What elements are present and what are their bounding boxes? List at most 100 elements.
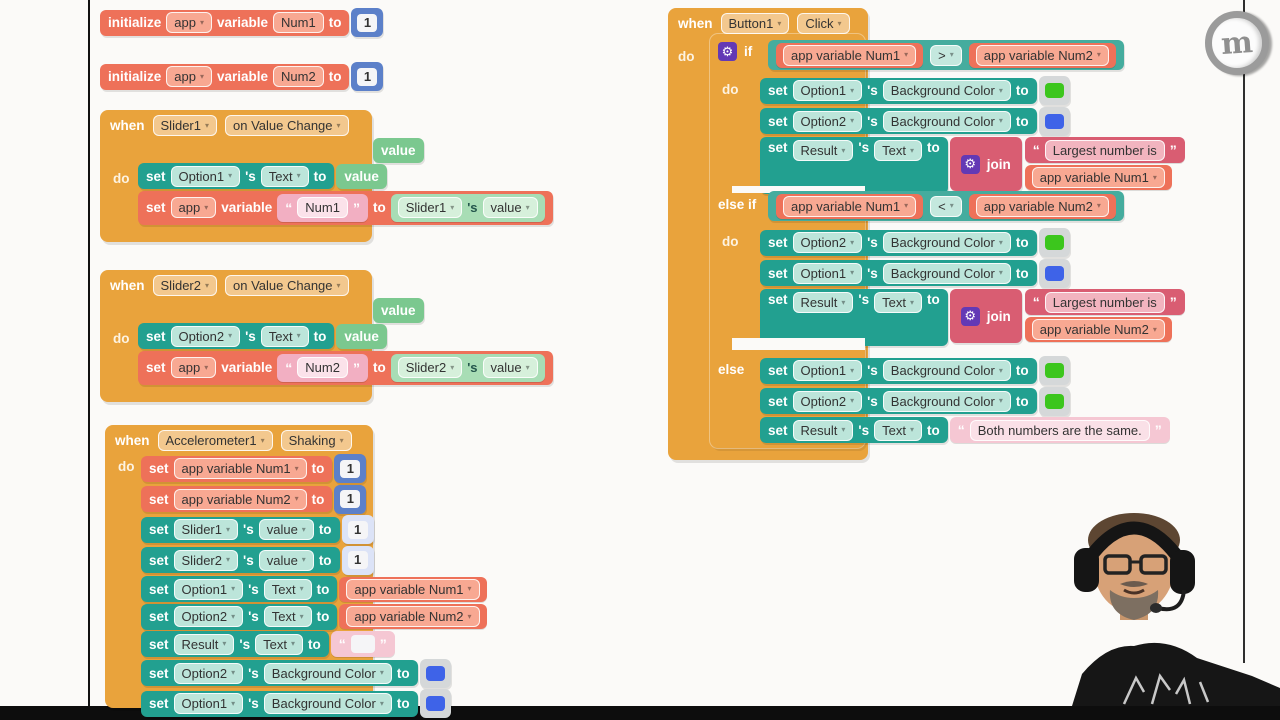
variable-getter-block[interactable]: app variable Num2 ▾ [968, 193, 1116, 219]
set-property-row[interactable]: set Option2 ▾ 's Background Color ▾ to [760, 386, 1070, 416]
color-block[interactable] [419, 658, 451, 688]
string-field[interactable] [350, 635, 375, 653]
join-block[interactable]: ⚙ join [949, 289, 1022, 343]
component-dropdown[interactable]: Slider1 ▾ [173, 519, 238, 540]
component-dropdown[interactable]: Slider1 ▾ [397, 197, 463, 218]
property-dropdown[interactable]: value ▾ [482, 197, 538, 218]
color-swatch[interactable] [425, 665, 445, 681]
mutator-gear-icon[interactable]: ⚙ [960, 306, 980, 326]
when-slider1-block[interactable]: when Slider1 ▾ on Value Change ▾ value do … [100, 110, 553, 242]
component-dropdown[interactable]: Result ▾ [792, 292, 854, 313]
value-parameter-block[interactable]: value [373, 138, 424, 163]
initialize-variable-num1-block[interactable]: initialize app ▾ variable Num1 to 1 [100, 8, 384, 37]
component-dropdown[interactable]: Option1 ▾ [792, 262, 863, 284]
number-value[interactable]: 1 [347, 551, 368, 569]
initialize-variable-num2-block[interactable]: initialize app ▾ variable Num2 to 1 [100, 62, 384, 91]
color-block[interactable] [1038, 228, 1070, 257]
set-text-row[interactable]: set Option2 ▾ 's Text ▾ to value [138, 323, 387, 349]
string-field[interactable]: Largest number is [1044, 291, 1165, 313]
component-dropdown[interactable]: Option2 ▾ [792, 232, 863, 253]
when-accelerometer-block[interactable]: when Accelerometer1 ▾ Shaking ▾ do set app… [105, 425, 487, 718]
variable-dropdown[interactable]: app variable Num1 ▾ [1031, 167, 1165, 188]
variable-dropdown[interactable]: app variable Num1 ▾ [783, 195, 917, 217]
color-swatch[interactable] [1044, 235, 1064, 250]
property-dropdown[interactable]: Background Color ▾ [263, 693, 392, 714]
value-parameter-block[interactable]: value [336, 163, 387, 189]
set-property-row[interactable]: set Slider2 ▾ 's value ▾ to 1 [141, 545, 374, 575]
set-property-row[interactable]: set Slider1 ▾ 's value ▾ to 1 [141, 515, 374, 544]
property-dropdown[interactable]: Background Color ▾ [882, 80, 1011, 101]
component-dropdown[interactable]: Option2 ▾ [173, 606, 244, 627]
set-property-row[interactable]: set Option1 ▾ 's Background Color ▾ to [141, 689, 451, 718]
property-dropdown[interactable]: Text ▾ [255, 633, 303, 655]
variable-dropdown[interactable]: app variable Num2 ▾ [975, 44, 1109, 66]
scope-dropdown[interactable]: app ▾ [170, 357, 217, 378]
number-block[interactable]: 1 [334, 484, 367, 514]
set-variable-row[interactable]: set app variable Num1 ▾ to 1 [141, 454, 367, 483]
mutator-gear-icon[interactable]: ⚙ [960, 154, 980, 174]
variable-name-field[interactable]: Num2 [297, 357, 348, 378]
event-dropdown[interactable]: on Value Change ▾ [225, 275, 349, 296]
property-dropdown[interactable]: Text ▾ [260, 165, 309, 187]
variable-name-field[interactable]: Num2 [273, 66, 324, 87]
scope-dropdown[interactable]: app ▾ [170, 197, 217, 218]
variable-dropdown[interactable]: app variable Num1 ▾ [173, 458, 307, 479]
variable-getter-block[interactable]: app variable Num1 ▾ [776, 193, 924, 219]
string-field[interactable]: Largest number is [1044, 139, 1165, 161]
color-block[interactable] [419, 689, 451, 718]
property-dropdown[interactable]: Text ▾ [874, 292, 922, 313]
when-slider2-block[interactable]: when Slider2 ▾ on Value Change ▾ value do … [100, 270, 553, 402]
property-dropdown[interactable]: Text ▾ [263, 606, 312, 627]
variable-name-field[interactable]: Num1 [297, 197, 348, 218]
variable-getter-block[interactable]: app variable Num1 ▾ [339, 576, 487, 602]
color-block[interactable] [1038, 386, 1070, 416]
component-dropdown[interactable]: Option2 ▾ [792, 390, 863, 412]
variable-getter-block[interactable]: app variable Num2 ▾ [339, 604, 487, 629]
variable-name-field[interactable]: Num1 [273, 12, 324, 33]
empty-string-block[interactable]: “ ” [330, 631, 395, 657]
component-dropdown[interactable]: Slider2 ▾ [397, 357, 463, 378]
set-result-text-row[interactable]: set Result ▾ 's Text ▾ to “ Both numbers a… [760, 417, 1170, 443]
property-dropdown[interactable]: Background Color ▾ [882, 360, 1011, 381]
color-swatch[interactable] [1044, 363, 1064, 378]
set-property-row[interactable]: set Option2 ▾ 's Background Color ▾ to [760, 106, 1070, 136]
component-dropdown[interactable]: Accelerometer1 ▾ [157, 430, 273, 451]
event-dropdown[interactable]: Click ▾ [797, 13, 850, 34]
set-property-row[interactable]: set Option1 ▾ 's Background Color ▾ to [760, 356, 1070, 385]
color-block[interactable] [1038, 76, 1070, 105]
color-block[interactable] [1038, 258, 1070, 288]
value-parameter-block[interactable]: value [373, 298, 424, 323]
scope-dropdown[interactable]: app ▾ [166, 12, 212, 33]
string-field[interactable]: Both numbers are the same. [969, 419, 1150, 441]
variable-name-string-block[interactable]: “ Num1 ” [277, 193, 368, 222]
set-property-row[interactable]: set Option2 ▾ 's Background Color ▾ to [760, 228, 1070, 257]
component-dropdown[interactable]: Slider2 ▾ [173, 549, 238, 571]
number-value[interactable]: 1 [340, 459, 361, 478]
component-dropdown[interactable]: Slider2 ▾ [152, 275, 217, 296]
set-property-row[interactable]: set Option2 ▾ 's Background Color ▾ to [141, 658, 451, 688]
variable-getter-block[interactable]: app variable Num2 ▾ [968, 42, 1116, 68]
slider-value-getter-block[interactable]: Slider2 ▾ 's value ▾ [390, 353, 545, 382]
color-block[interactable] [1038, 106, 1070, 136]
property-dropdown[interactable]: Background Color ▾ [263, 662, 392, 684]
component-dropdown[interactable]: Result ▾ [792, 419, 854, 441]
variable-getter-block[interactable]: app variable Num2 ▾ [1024, 317, 1172, 342]
component-dropdown[interactable]: Option1 ▾ [173, 693, 244, 714]
component-dropdown[interactable]: Button1 ▾ [720, 13, 790, 34]
set-variable-row[interactable]: set app ▾ variable “ Num2 ” to Slider2 ▾ '… [138, 350, 553, 385]
if-else-block[interactable]: ⚙ if app variable Num1 ▾ > ▾ app variable … [710, 34, 1185, 448]
operator-dropdown[interactable]: > ▾ [930, 44, 962, 66]
property-dropdown[interactable]: Text ▾ [260, 325, 309, 347]
when-button1-block[interactable]: when Button1 ▾ Click ▾ do ⚙ if app variabl… [668, 8, 1185, 460]
set-property-row[interactable]: set Option1 ▾ 's Text ▾ to app variable Nu… [141, 576, 487, 602]
property-dropdown[interactable]: Background Color ▾ [882, 232, 1011, 253]
variable-getter-block[interactable]: app variable Num1 ▾ [1024, 165, 1172, 190]
variable-dropdown[interactable]: app variable Num1 ▾ [783, 44, 917, 66]
component-dropdown[interactable]: Option2 ▾ [173, 662, 244, 684]
color-swatch[interactable] [1044, 265, 1064, 281]
slider-value-getter-block[interactable]: Slider1 ▾ 's value ▾ [390, 193, 545, 222]
set-text-row[interactable]: set Option1 ▾ 's Text ▾ to value [138, 163, 387, 189]
set-result-join-row[interactable]: set Result ▾ 's Text ▾ to ⚙ join “ Largest… [760, 137, 1185, 194]
number-value[interactable]: 1 [347, 520, 368, 539]
color-swatch[interactable] [425, 696, 445, 711]
